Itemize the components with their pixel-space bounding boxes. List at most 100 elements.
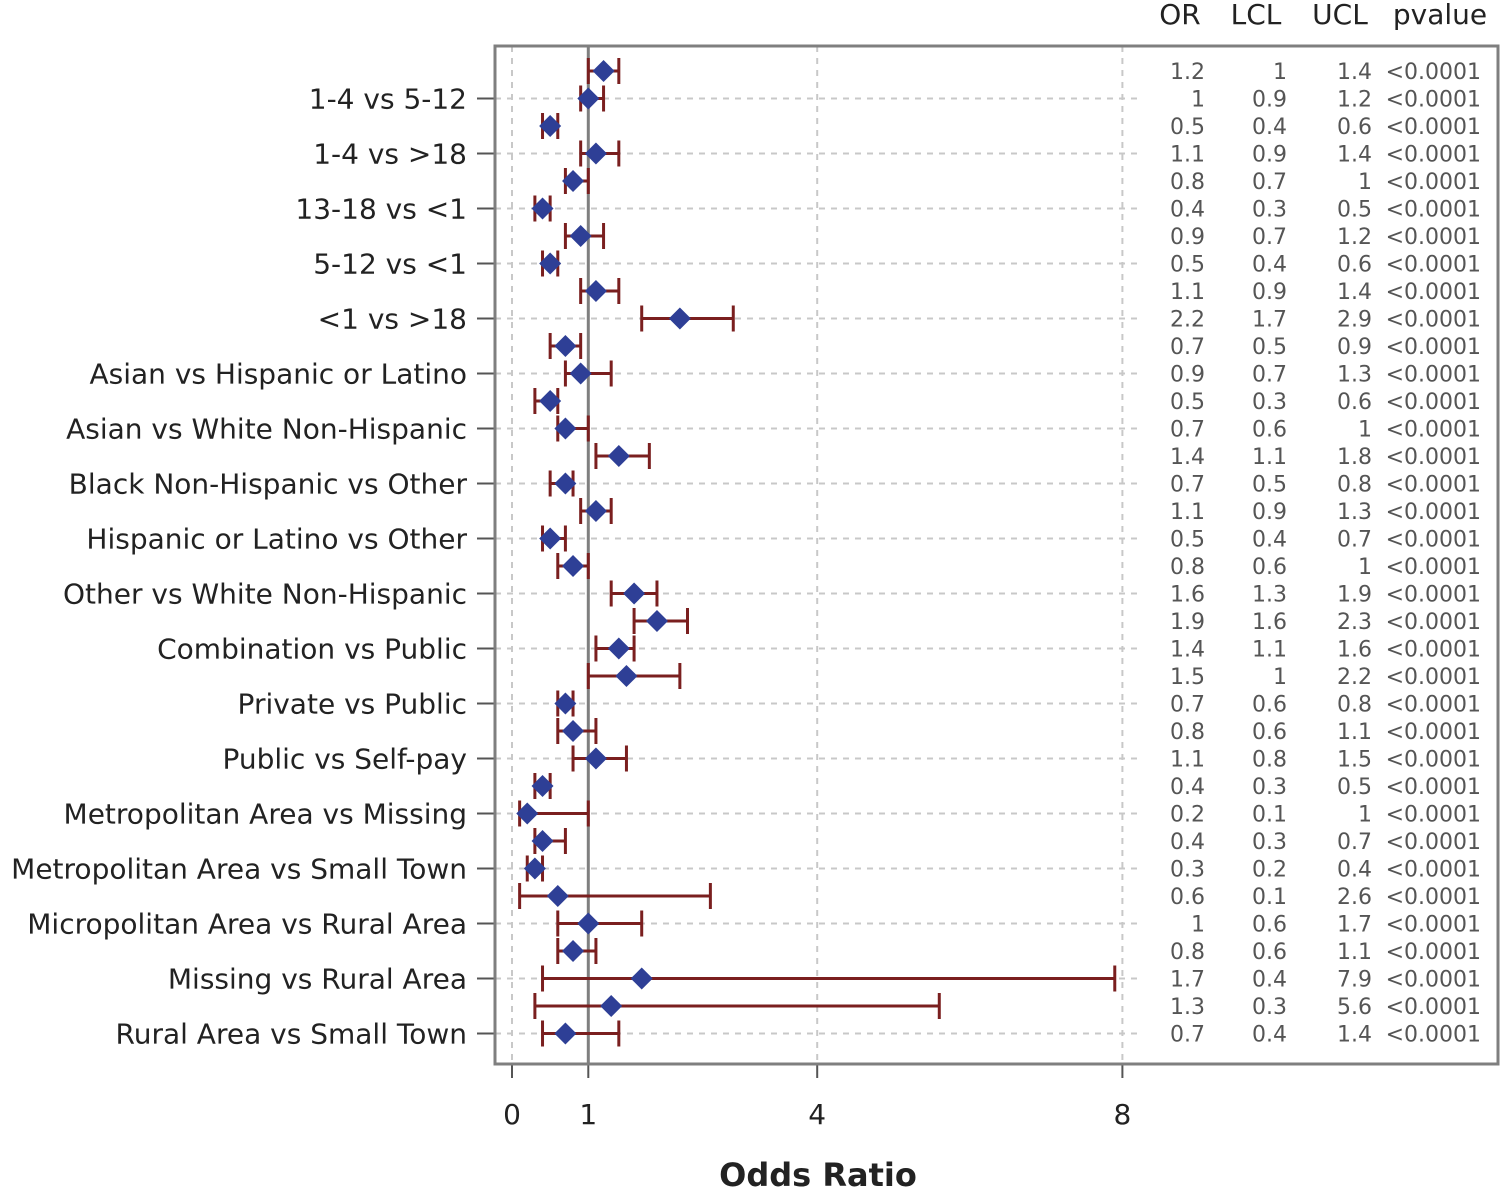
table-cell-or: 1.4 — [1170, 638, 1205, 663]
table-cell-p: <0.0001 — [1386, 418, 1481, 443]
table-cell-or: 0.4 — [1170, 198, 1205, 223]
table-cell-or: 0.8 — [1170, 720, 1205, 745]
table-cell-p: <0.0001 — [1386, 995, 1481, 1020]
table-cell-lcl: 0.3 — [1252, 198, 1287, 223]
table-cell-lcl: 0.5 — [1252, 473, 1287, 498]
table-cell-ucl: 0.6 — [1337, 253, 1372, 278]
table-cell-ucl: 0.8 — [1337, 473, 1372, 498]
table-cell-or: 1.7 — [1170, 968, 1205, 993]
table-cell-p: <0.0001 — [1386, 253, 1481, 278]
or-point — [607, 637, 630, 660]
table-cell-ucl: 1 — [1358, 170, 1372, 195]
table-cell-lcl: 0.3 — [1252, 995, 1287, 1020]
table-cell-p: <0.0001 — [1386, 803, 1481, 828]
or-point — [554, 692, 577, 715]
table-cell-p: <0.0001 — [1386, 638, 1481, 663]
y-axis-label: Micropolitan Area vs Rural Area — [27, 908, 467, 941]
table-cell-or: 1.9 — [1170, 610, 1205, 635]
table-cell-ucl: 2.3 — [1337, 610, 1372, 635]
table-cell-lcl: 0.6 — [1252, 693, 1287, 718]
y-axis-label: Metropolitan Area vs Missing — [64, 798, 467, 831]
y-axis-label: 5-12 vs <1 — [313, 248, 467, 281]
or-point — [554, 1022, 577, 1045]
y-axis-label: Combination vs Public — [157, 633, 467, 666]
table-cell-ucl: 0.6 — [1337, 115, 1372, 140]
table-cell-lcl: 1 — [1273, 665, 1287, 690]
table-cell-or: 0.5 — [1170, 115, 1205, 140]
or-point — [523, 857, 546, 880]
table-cell-lcl: 0.1 — [1252, 803, 1287, 828]
table-cell-or: 0.4 — [1170, 775, 1205, 800]
table-cell-lcl: 0.3 — [1252, 830, 1287, 855]
table-cell-p: <0.0001 — [1386, 88, 1481, 113]
table-cell-or: 0.7 — [1170, 693, 1205, 718]
table-cell-ucl: 0.7 — [1337, 830, 1372, 855]
table-cell-ucl: 5.6 — [1337, 995, 1372, 1020]
table-cell-or: 1.1 — [1170, 500, 1205, 525]
table-cell-or: 1 — [1191, 88, 1205, 113]
or-point — [584, 280, 607, 302]
table-cell-p: <0.0001 — [1386, 665, 1481, 690]
table-cell-lcl: 1.7 — [1252, 308, 1287, 333]
table-cell-or: 0.5 — [1170, 528, 1205, 553]
y-axis-label: Asian vs Hispanic or Latino — [90, 358, 468, 391]
table-cell-lcl: 0.9 — [1252, 88, 1287, 113]
table-cell-lcl: 0.6 — [1252, 940, 1287, 965]
table-cell-or: 0.2 — [1170, 803, 1205, 828]
table-cell-p: <0.0001 — [1386, 940, 1481, 965]
y-axis-labels: 1-4 vs 5-12 1-4 vs >18 13-18 vs <1 5-12 vs … — [11, 83, 467, 1051]
y-axis-label: <1 vs >18 — [318, 303, 467, 336]
table-cell-lcl: 0.9 — [1252, 143, 1287, 168]
or-point — [623, 582, 646, 605]
x-tick-label: 8 — [1113, 1098, 1131, 1131]
table-cell-ucl: 0.7 — [1337, 528, 1372, 553]
table-cell-ucl: 1 — [1358, 803, 1372, 828]
table-cell-ucl: 0.5 — [1337, 775, 1372, 800]
table-cell-or: 0.4 — [1170, 830, 1205, 855]
grid-layer — [477, 46, 1140, 1064]
or-point — [584, 500, 607, 522]
table-cell-or: 1.1 — [1170, 143, 1205, 168]
table-cell-lcl: 0.7 — [1252, 363, 1287, 388]
or-point — [562, 170, 585, 192]
table-cell-or: 1.6 — [1170, 583, 1205, 608]
table-cell-or: 2.2 — [1170, 308, 1205, 333]
or-point — [539, 252, 562, 275]
table-header: UCL — [1312, 0, 1368, 31]
table-cell-p: <0.0001 — [1386, 693, 1481, 718]
table-cell-ucl: 1.4 — [1337, 143, 1372, 168]
or-point — [531, 830, 554, 852]
table-cell-or: 0.8 — [1170, 940, 1205, 965]
x-tick-label: 4 — [808, 1098, 826, 1131]
table-cell-ucl: 1.1 — [1337, 720, 1372, 745]
table-cell-lcl: 0.4 — [1252, 528, 1287, 553]
table-cell-lcl: 0.4 — [1252, 1023, 1287, 1048]
table-cell-p: <0.0001 — [1386, 335, 1481, 360]
table-cell-ucl: 1.6 — [1337, 638, 1372, 663]
or-point — [577, 87, 600, 110]
table-cell-ucl: 7.9 — [1337, 968, 1372, 993]
y-axis-label: 13-18 vs <1 — [295, 193, 467, 226]
table-cell-lcl: 0.9 — [1252, 500, 1287, 525]
x-tick-label: 1 — [579, 1098, 597, 1131]
or-point — [554, 335, 577, 357]
table-cell-lcl: 0.6 — [1252, 555, 1287, 580]
y-axis-label: Black Non-Hispanic vs Other — [69, 468, 468, 501]
or-point — [569, 225, 592, 247]
table-cell-or: 0.9 — [1170, 363, 1205, 388]
table-cell-p: <0.0001 — [1386, 555, 1481, 580]
table-cell-or: 1.1 — [1170, 280, 1205, 305]
table-cell-p: <0.0001 — [1386, 748, 1481, 773]
or-point — [562, 720, 585, 742]
table-cell-ucl: 1.8 — [1337, 445, 1372, 470]
table-cell-lcl: 0.7 — [1252, 225, 1287, 250]
table-cell-ucl: 2.9 — [1337, 308, 1372, 333]
table-cell-lcl: 0.1 — [1252, 885, 1287, 910]
table-cell-lcl: 0.3 — [1252, 390, 1287, 415]
table-cell-or: 0.8 — [1170, 170, 1205, 195]
or-point — [531, 197, 554, 220]
or-point — [539, 527, 562, 550]
y-axis-label: Other vs White Non-Hispanic — [63, 578, 467, 611]
or-point — [554, 417, 577, 440]
or-point — [668, 307, 691, 330]
